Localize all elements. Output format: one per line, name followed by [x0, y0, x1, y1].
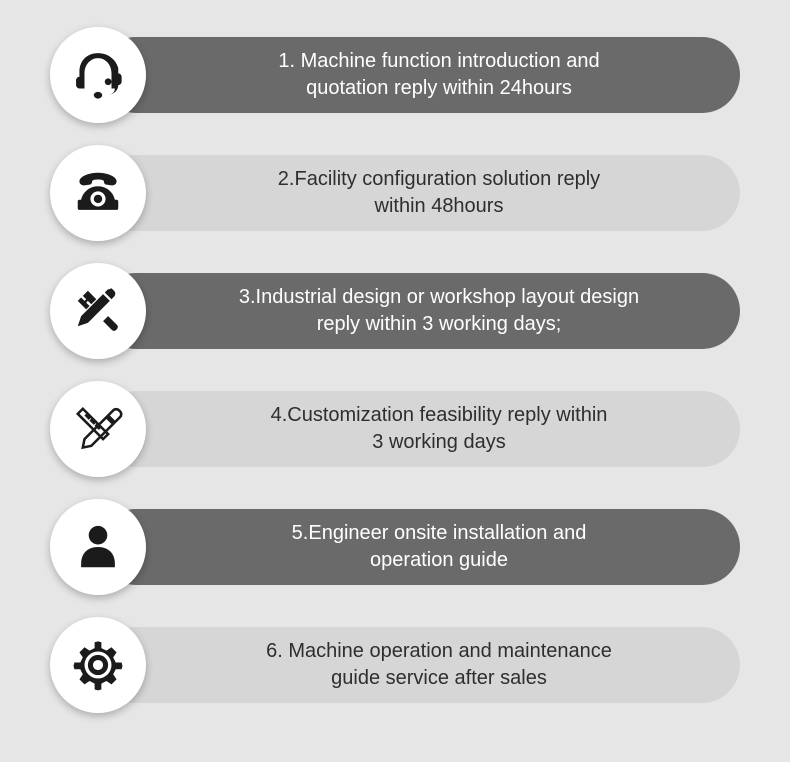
tools-icon — [71, 284, 125, 338]
icon-circle — [50, 381, 146, 477]
service-row-1: 1. Machine function introduction and quo… — [50, 30, 740, 120]
person-icon — [71, 520, 125, 574]
service-bar: 4.Customization feasibility reply within… — [98, 391, 740, 467]
telephone-icon — [71, 166, 125, 220]
service-row-2: 2.Facility configuration solution reply … — [50, 148, 740, 238]
service-bar: 2.Facility configuration solution reply … — [98, 155, 740, 231]
service-bar: 5.Engineer onsite installation and opera… — [98, 509, 740, 585]
service-text: 4.Customization feasibility reply within… — [271, 402, 608, 456]
icon-circle — [50, 499, 146, 595]
headset-icon — [71, 48, 125, 102]
pencil-ruler-icon — [71, 402, 125, 456]
service-text: 6. Machine operation and maintenance gui… — [266, 638, 612, 692]
service-bar: 6. Machine operation and maintenance gui… — [98, 627, 740, 703]
service-text: 2.Facility configuration solution reply … — [278, 166, 600, 220]
service-text: 1. Machine function introduction and quo… — [278, 48, 599, 102]
service-row-6: 6. Machine operation and maintenance gui… — [50, 620, 740, 710]
gear-icon — [71, 638, 125, 692]
service-text: 5.Engineer onsite installation and opera… — [292, 520, 587, 574]
icon-circle — [50, 263, 146, 359]
service-text: 3.Industrial design or workshop layout d… — [239, 284, 639, 338]
service-bar: 1. Machine function introduction and quo… — [98, 37, 740, 113]
service-bar: 3.Industrial design or workshop layout d… — [98, 273, 740, 349]
service-row-4: 4.Customization feasibility reply within… — [50, 384, 740, 474]
icon-circle — [50, 145, 146, 241]
service-row-5: 5.Engineer onsite installation and opera… — [50, 502, 740, 592]
icon-circle — [50, 617, 146, 713]
service-row-3: 3.Industrial design or workshop layout d… — [50, 266, 740, 356]
icon-circle — [50, 27, 146, 123]
